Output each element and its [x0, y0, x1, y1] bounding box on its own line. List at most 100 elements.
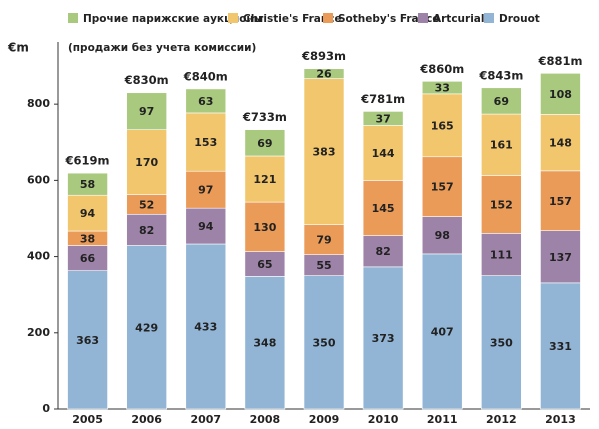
- bar-segment: [540, 230, 581, 284]
- x-tick-label: 2011: [427, 413, 458, 426]
- total-label: €893m: [301, 49, 346, 63]
- bar-segment: [67, 194, 108, 232]
- bar-segment: [481, 87, 522, 115]
- legend-swatch: [484, 13, 494, 23]
- value-label: 94: [198, 220, 214, 233]
- value-label: 137: [549, 251, 572, 264]
- legend-label: Christie's France: [243, 13, 342, 25]
- value-label: 433: [194, 321, 217, 334]
- bar-segment: [540, 114, 581, 172]
- total-label: €881m: [537, 54, 582, 68]
- value-label: 65: [257, 258, 272, 271]
- value-label: 407: [431, 325, 454, 338]
- y-tick-label: 400: [27, 250, 50, 263]
- x-tick-label: 2012: [486, 413, 517, 426]
- bar-segment: [244, 201, 286, 252]
- bar-segment: [421, 253, 463, 410]
- value-label: 108: [549, 88, 572, 101]
- value-label: 111: [490, 248, 513, 261]
- bar-segment: [303, 275, 345, 410]
- bar-segment: [185, 170, 227, 209]
- value-label: 157: [549, 195, 572, 208]
- value-label: 97: [198, 184, 213, 197]
- value-label: 165: [431, 119, 454, 132]
- legend-swatch: [418, 13, 428, 23]
- value-label: 52: [139, 198, 154, 211]
- legend-label: Drouot: [499, 13, 540, 25]
- value-label: 363: [76, 334, 99, 347]
- value-label: 153: [194, 136, 217, 149]
- bar-segment: [481, 233, 522, 276]
- value-label: 38: [80, 232, 95, 245]
- bar-segment: [421, 156, 463, 217]
- x-tick-label: 2006: [131, 413, 162, 426]
- value-label: 69: [257, 137, 272, 150]
- bar-segment: [185, 243, 227, 410]
- legend-swatch: [68, 13, 78, 23]
- bar-segment: [540, 282, 581, 410]
- value-label: 161: [490, 139, 513, 152]
- value-label: 157: [431, 181, 454, 194]
- x-tick-label: 2009: [309, 413, 340, 426]
- x-tick-label: 2010: [368, 413, 399, 426]
- total-label: €830m: [124, 73, 169, 87]
- value-label: 429: [135, 321, 158, 334]
- bar-segment: [362, 180, 404, 236]
- y-tick-label: 800: [27, 97, 50, 110]
- bar-segment: [244, 251, 286, 277]
- bar-segment: [244, 129, 286, 157]
- bar-segment: [481, 275, 522, 410]
- value-label: 26: [316, 68, 332, 81]
- legend-label: Прочие парижские аукционы: [83, 13, 263, 25]
- value-label: 79: [316, 234, 331, 247]
- value-label: 55: [316, 259, 331, 272]
- bar-segment: [244, 155, 286, 203]
- y-tick-label: 200: [27, 326, 50, 339]
- bar-segment: [362, 266, 404, 410]
- bar-segment: [67, 172, 108, 196]
- value-label: 97: [139, 105, 154, 118]
- value-label: 66: [80, 252, 96, 265]
- legend-swatch: [323, 13, 333, 23]
- legend-label: Sotheby's France: [338, 13, 439, 25]
- value-label: 170: [135, 156, 158, 169]
- x-tick-label: 2008: [250, 413, 281, 426]
- bar-segment: [303, 68, 345, 79]
- value-label: 145: [372, 202, 395, 215]
- bar-segment: [362, 235, 404, 268]
- value-label: 69: [494, 95, 509, 108]
- value-label: 130: [253, 221, 276, 234]
- value-label: 350: [313, 336, 336, 349]
- y-tick-label: 600: [27, 173, 50, 186]
- value-label: 94: [80, 207, 96, 220]
- value-label: 373: [372, 332, 395, 345]
- bar-segment: [362, 111, 404, 126]
- bar-segment: [303, 224, 345, 255]
- total-label: €860m: [419, 62, 464, 76]
- bar-segment: [185, 88, 227, 114]
- bar-segment: [540, 170, 581, 231]
- value-label: 63: [198, 95, 213, 108]
- bar-segment: [540, 72, 581, 115]
- value-label: 350: [490, 336, 513, 349]
- value-label: 148: [549, 137, 572, 150]
- value-label: 37: [375, 112, 390, 125]
- total-label: €781m: [360, 92, 405, 106]
- value-label: 82: [139, 224, 154, 237]
- bar-segment: [126, 213, 167, 246]
- total-label: €840m: [183, 69, 228, 83]
- total-label: €843m: [478, 68, 523, 82]
- x-tick-label: 2007: [190, 413, 221, 426]
- value-label: 98: [435, 229, 450, 242]
- bar-segment: [126, 92, 167, 130]
- y-tick-label: 0: [42, 402, 50, 415]
- value-label: 58: [80, 178, 95, 191]
- value-label: 348: [253, 337, 276, 350]
- total-label: €733m: [242, 110, 287, 124]
- x-tick-label: 2005: [72, 413, 103, 426]
- value-label: 144: [372, 147, 395, 160]
- bar-segment: [126, 129, 167, 195]
- bar-segment: [126, 245, 167, 410]
- bar-segment: [185, 207, 227, 245]
